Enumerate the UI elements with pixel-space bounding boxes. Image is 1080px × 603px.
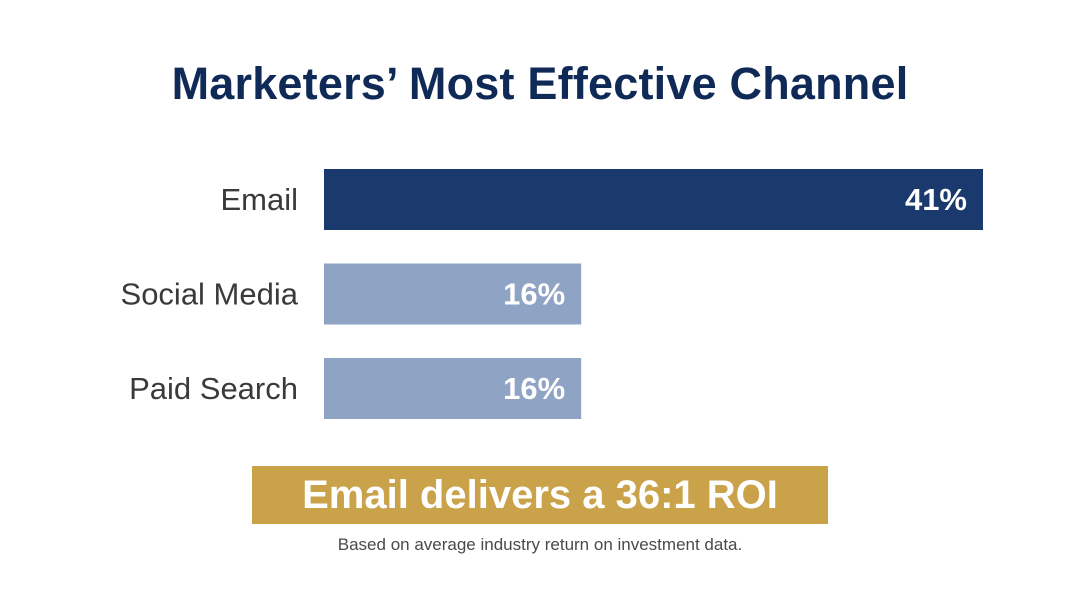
value-label-email: 41%	[905, 182, 967, 217]
bar-email	[324, 169, 983, 230]
roi-callout-text: Email delivers a 36:1 ROI	[302, 472, 778, 517]
value-label-paid-search: 16%	[503, 371, 565, 406]
footnote: Based on average industry return on inve…	[337, 535, 743, 554]
category-label-paid-search: Paid Search	[129, 371, 298, 406]
bar-paid-search	[324, 358, 582, 419]
bar-social-media	[324, 263, 582, 325]
roi-callout-banner: Email delivers a 36:1 ROI	[252, 466, 828, 524]
category-label-social-media: Social Media	[121, 277, 299, 312]
chart-title: Marketers’ Most Effective Channel	[171, 58, 909, 109]
value-label-social-media: 16%	[503, 277, 565, 312]
category-label-email: Email	[220, 182, 298, 217]
